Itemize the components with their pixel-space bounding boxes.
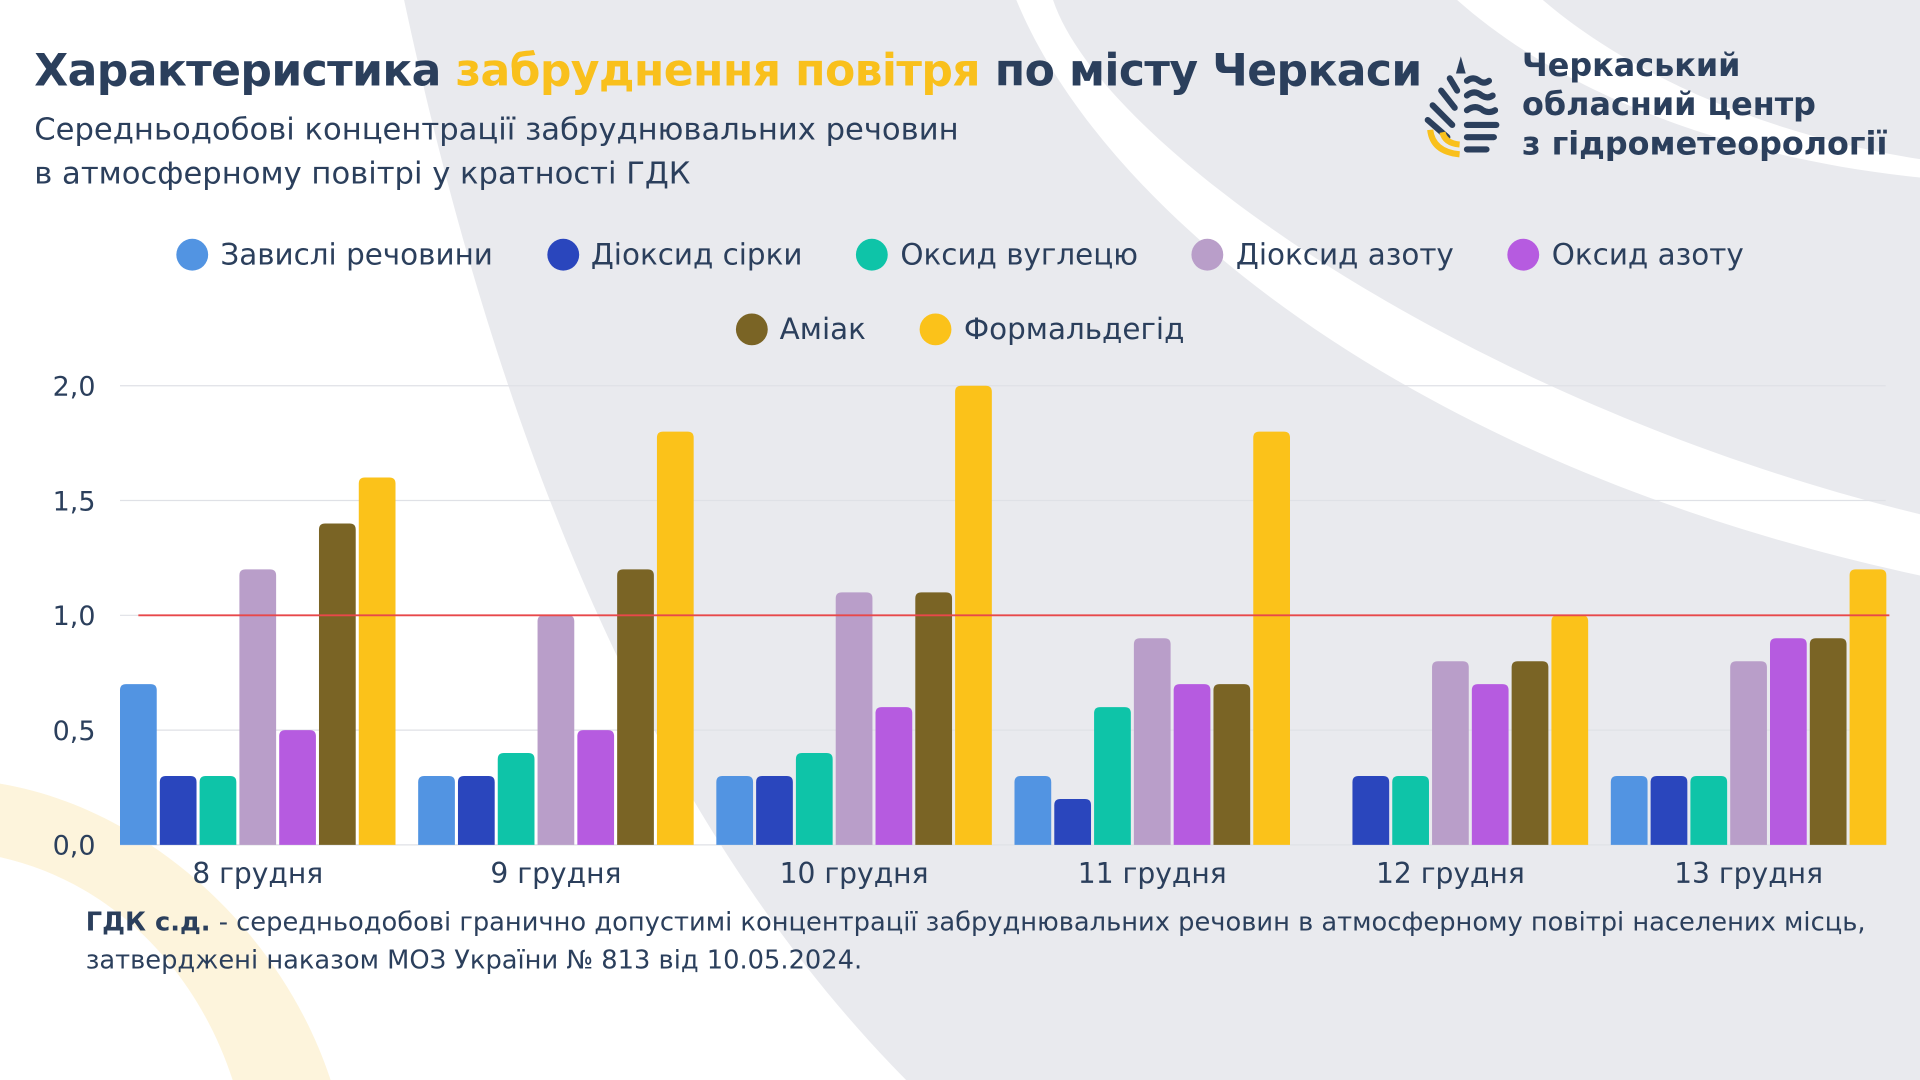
legend-swatch (1191, 238, 1224, 271)
legend-swatch (856, 238, 889, 271)
bar (716, 776, 754, 845)
title-part: по місту Черкаси (980, 46, 1423, 97)
bar (1770, 638, 1807, 845)
x-tick-label: 10 грудня (780, 857, 929, 890)
y-tick-label: 0,0 (53, 831, 96, 862)
bar (318, 523, 356, 845)
bar (1094, 707, 1131, 845)
bar (577, 730, 615, 845)
bar (418, 776, 455, 845)
bar (795, 753, 833, 845)
bar (1352, 776, 1390, 845)
chart-legend: Завислі речовини Діоксид сірки Оксид вугле… (0, 238, 1920, 272)
bar (756, 776, 793, 845)
legend-label: Формальдегід (963, 312, 1185, 347)
legend-item: Діоксид азоту (1191, 237, 1454, 272)
bar (1392, 776, 1429, 845)
org-line: Черкаський (1522, 47, 1741, 85)
x-tick-label: 12 грудня (1376, 857, 1525, 890)
bar (1849, 569, 1887, 845)
org-line: обласний центр (1522, 86, 1816, 124)
legend-label: Діоксид сірки (590, 237, 803, 272)
bar (1253, 431, 1291, 845)
legend-item: Формальдегід (919, 312, 1185, 347)
y-tick-label: 1,5 (53, 486, 96, 517)
bar (159, 776, 197, 845)
legend-item: Оксид азоту (1507, 237, 1744, 272)
footnote-text: - середньодобові гранично допустимі конц… (85, 907, 1866, 975)
title-highlight: забруднення повітря (455, 46, 981, 97)
footnote: ГДК с.д. - середньодобові гранично допус… (86, 904, 1886, 980)
x-tick-label: 9 грудня (490, 857, 621, 890)
bar (457, 776, 495, 845)
legend-label: Завислі речовини (220, 237, 493, 272)
legend-swatch (546, 238, 579, 271)
bar (1173, 684, 1211, 845)
bar (656, 431, 694, 845)
x-tick-label: 8 грудня (192, 857, 323, 890)
bar (239, 569, 277, 845)
legend-swatch (176, 238, 209, 271)
legend-item: Аміак (735, 312, 866, 347)
x-tick-label: 11 грудня (1078, 857, 1227, 890)
legend-swatch (735, 313, 768, 346)
bar (537, 615, 575, 845)
bar (1551, 615, 1589, 845)
org-line: з гідрометеорології (1522, 126, 1888, 163)
legend-label: Діоксид азоту (1235, 237, 1454, 272)
x-tick-label: 13 грудня (1674, 857, 1823, 890)
bar (1014, 776, 1052, 845)
y-tick-label: 2,0 (53, 372, 96, 403)
y-tick-label: 1,0 (53, 601, 96, 632)
footnote-term: ГДК с.д. (85, 907, 211, 937)
subtitle: Середньодобові концентрації забруднюваль… (34, 108, 958, 196)
title-part: Характеристика (34, 46, 456, 97)
bar (1650, 776, 1688, 845)
organization-name: Черкаський обласний центр з гідрометеоро… (1522, 47, 1887, 165)
bar (279, 730, 316, 845)
bar (617, 569, 654, 845)
legend-item: Завислі речовини (176, 238, 493, 272)
legend-swatch (1507, 238, 1540, 271)
legend-item: Діоксид сірки (546, 237, 803, 272)
bar (915, 592, 953, 845)
y-tick-label: 0,5 (53, 716, 96, 747)
bar (358, 477, 396, 845)
bar (1809, 638, 1847, 845)
subtitle-line: Середньодобові концентрації забруднюваль… (34, 111, 959, 147)
bar (497, 753, 535, 845)
legend-label: Оксид азоту (1551, 237, 1744, 272)
page-title: Характеристика забруднення повітря по мі… (34, 46, 1423, 97)
bar (1511, 661, 1549, 845)
legend-label: Аміак (779, 312, 866, 347)
drop-waves-logo-icon (1424, 56, 1500, 158)
legend-swatch (919, 313, 952, 346)
bar (1690, 776, 1728, 845)
legend-label: Оксид вуглецю (900, 237, 1138, 272)
bar (1610, 776, 1648, 845)
bar (835, 592, 873, 845)
subtitle-line: в атмосферному повітрі у кратності ГДК (34, 155, 691, 192)
bar (1133, 638, 1171, 845)
bar-chart: 0,0 0,5 1,0 1,5 2,0 8 грудня 9 грудня 10 грудня… (53, 372, 1890, 890)
legend-item: Оксид вуглецю (856, 238, 1138, 272)
chart-legend-row2: Аміак Формальдегід (0, 312, 1920, 347)
bar (1730, 661, 1767, 845)
bar (1054, 798, 1092, 845)
bar (1432, 661, 1469, 845)
bar (1471, 684, 1509, 845)
bar (1213, 684, 1251, 845)
bar (875, 707, 913, 845)
bar (199, 776, 237, 845)
bar (120, 684, 157, 845)
